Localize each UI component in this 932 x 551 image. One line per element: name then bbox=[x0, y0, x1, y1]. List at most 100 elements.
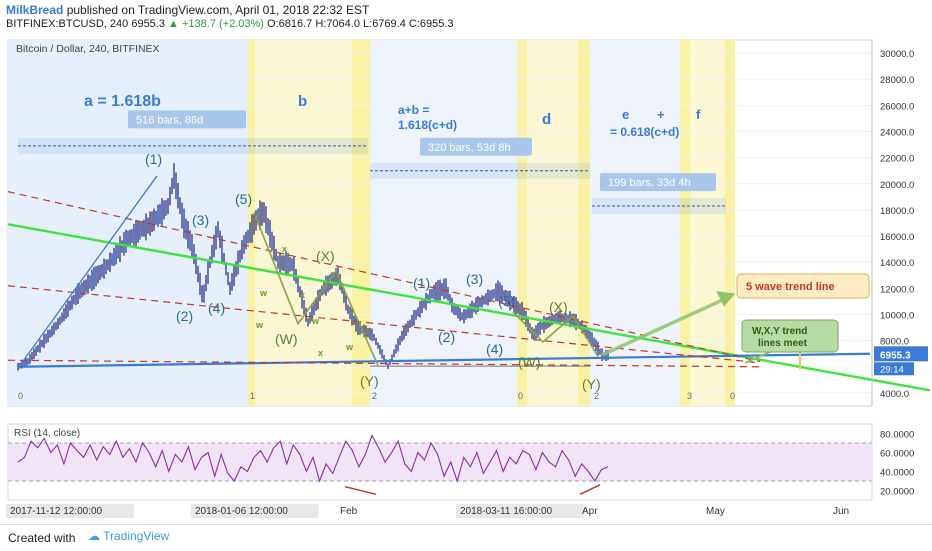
publish-header: MilkBread published on TradingView.com, … bbox=[6, 3, 369, 17]
wave-label: (W) bbox=[518, 354, 541, 370]
cycle-mark: 0 bbox=[730, 391, 735, 401]
price-tick-label: 22000.0 bbox=[880, 154, 914, 165]
fib-label: = 0.618(c+d) bbox=[610, 125, 679, 139]
wave-label: (Y) bbox=[582, 376, 601, 392]
author-name[interactable]: MilkBread bbox=[6, 3, 64, 17]
wave-label: (5) bbox=[498, 293, 515, 309]
bar-count-box-1 bbox=[420, 137, 532, 156]
wave-label: (2) bbox=[438, 329, 455, 345]
cycle-mark: 2 bbox=[372, 391, 377, 401]
wave-label: (X) bbox=[549, 299, 568, 315]
projection-arrow bbox=[601, 295, 729, 357]
cycle-mark: 2 bbox=[594, 391, 599, 401]
rsi-tick-label: 80.0000 bbox=[880, 430, 914, 441]
price-chart[interactable]: 516 bars, 86d 320 bars, 53d 8h 199 bars, 3… bbox=[0, 34, 932, 524]
wxy-zigzag-1 bbox=[253, 212, 379, 366]
wxy-small-letter: w bbox=[311, 316, 320, 326]
fib-label: + bbox=[657, 107, 665, 122]
fib-label: d bbox=[542, 111, 551, 128]
wxy-callout-text: W,X,Y trend bbox=[752, 326, 807, 337]
red-dashed-upper bbox=[7, 191, 761, 363]
projection-arrowhead bbox=[716, 290, 735, 307]
rsi-tick-label: 40.0000 bbox=[880, 468, 914, 479]
created-with-label: Created with bbox=[8, 531, 76, 545]
fib-column-1 bbox=[352, 40, 370, 406]
price-tick-label: 14000.0 bbox=[880, 258, 914, 269]
bar-count-box-2 bbox=[600, 173, 716, 192]
rsi-divergence-2 bbox=[579, 484, 601, 495]
publish-info: published on TradingView.com, April 01, … bbox=[66, 3, 370, 17]
bar-count-box-0 bbox=[128, 110, 246, 129]
wave-label: (5) bbox=[235, 191, 252, 207]
time-region-4 bbox=[590, 40, 680, 406]
fib-column-5 bbox=[725, 40, 735, 406]
wave-label: (W) bbox=[275, 331, 298, 347]
time-region-2 bbox=[370, 40, 520, 406]
cycle-mark: 0 bbox=[518, 391, 523, 401]
bar-count-label: 320 bars, 53d 8h bbox=[428, 142, 511, 154]
wxy-small-letter: x bbox=[282, 244, 287, 254]
time-region-0 bbox=[8, 40, 248, 406]
red-dashed-middle bbox=[7, 285, 761, 364]
rsi-line bbox=[17, 434, 609, 483]
price-tick-label: 12000.0 bbox=[880, 284, 914, 295]
symbol-label: BITFINEX:BTCUSD, 240 bbox=[6, 18, 129, 30]
price-tick-label: 10000.0 bbox=[880, 311, 914, 322]
price-tick-label: 20000.0 bbox=[880, 180, 914, 191]
green-trend-line bbox=[7, 223, 931, 392]
cycle-mark: 0 bbox=[18, 391, 23, 401]
price-tick-label: 8000.0 bbox=[880, 337, 909, 348]
bar-count-label: 516 bars, 86d bbox=[136, 114, 203, 126]
price-tick-label: 16000.0 bbox=[880, 232, 914, 243]
time-tick-label: Feb bbox=[340, 506, 358, 517]
wave-label: (X) bbox=[316, 248, 335, 264]
red-dashed-lower bbox=[7, 359, 761, 368]
fib-column-4 bbox=[680, 40, 690, 406]
chart-title: Bitcoin / Dollar, 240, BITFINEX bbox=[16, 43, 160, 55]
trend-callout-text: 5 wave trend line bbox=[746, 281, 835, 293]
wave-label: (2) bbox=[176, 308, 193, 324]
time-label-bg bbox=[456, 504, 584, 518]
impulse-leg bbox=[17, 175, 158, 369]
price-tick-label: 18000.0 bbox=[880, 206, 914, 217]
countdown-value: 29:14 bbox=[880, 364, 904, 375]
fib-column-3 bbox=[578, 40, 590, 406]
fib-label: b bbox=[298, 93, 307, 110]
bar-count-label: 199 bars, 33d 4h bbox=[608, 177, 691, 189]
last-price-tag bbox=[874, 346, 928, 362]
wxy-small-letter: x bbox=[318, 348, 323, 358]
wxy-small-letter: w bbox=[259, 288, 268, 298]
wave-label: (Y) bbox=[360, 373, 379, 389]
rsi-divergence-1 bbox=[344, 485, 377, 496]
symbol-header: BITFINEX:BTCUSD, 240 6955.3 ▲ +138.7 (+2… bbox=[6, 18, 454, 30]
wxy-callout-box bbox=[741, 319, 839, 353]
fib-label: f bbox=[696, 107, 701, 122]
rsi-tick-label: 20.0000 bbox=[880, 487, 914, 498]
wave-label: (3) bbox=[192, 212, 209, 228]
countdown-tag bbox=[874, 362, 914, 376]
tradingview-logo[interactable]: ☁ TradingView bbox=[88, 529, 170, 543]
price-tick-label: 26000.0 bbox=[880, 101, 914, 112]
price-change: ▲ +138.7 (+2.03%) bbox=[168, 18, 264, 30]
wxy-small-letter: w bbox=[345, 342, 354, 352]
time-tick-label: 2018-01-06 12:00:00 bbox=[195, 506, 288, 517]
fib-label: e bbox=[622, 107, 629, 122]
wxy-small-letter: x bbox=[300, 290, 305, 300]
time-tick-label: May bbox=[706, 506, 725, 517]
wave-label: (4) bbox=[486, 341, 503, 357]
wave-label: (1) bbox=[145, 151, 162, 167]
footer: Created with ☁ TradingView bbox=[0, 524, 932, 551]
price-tick-label: 28000.0 bbox=[880, 75, 914, 86]
fib-label: a = 1.618b bbox=[84, 93, 161, 110]
wave-label: (3) bbox=[466, 271, 483, 287]
cycle-mark: 3 bbox=[687, 391, 692, 401]
ohlc-values: O:6816.7 H:7064.0 L:6769.4 C:6955.3 bbox=[267, 18, 454, 30]
time-tick-label: Apr bbox=[582, 506, 598, 517]
fib-label: a+b = bbox=[398, 103, 429, 117]
rsi-tick-label: 60.0000 bbox=[880, 449, 914, 460]
time-tick-label: 2018-03-11 16:00:00 bbox=[460, 506, 553, 517]
time-tick-label: 2017-11-12 12:00:00 bbox=[10, 506, 103, 517]
last-price-value: 6955.3 bbox=[880, 350, 911, 361]
trend-callout-box bbox=[736, 273, 870, 299]
time-label-bg bbox=[6, 504, 134, 518]
